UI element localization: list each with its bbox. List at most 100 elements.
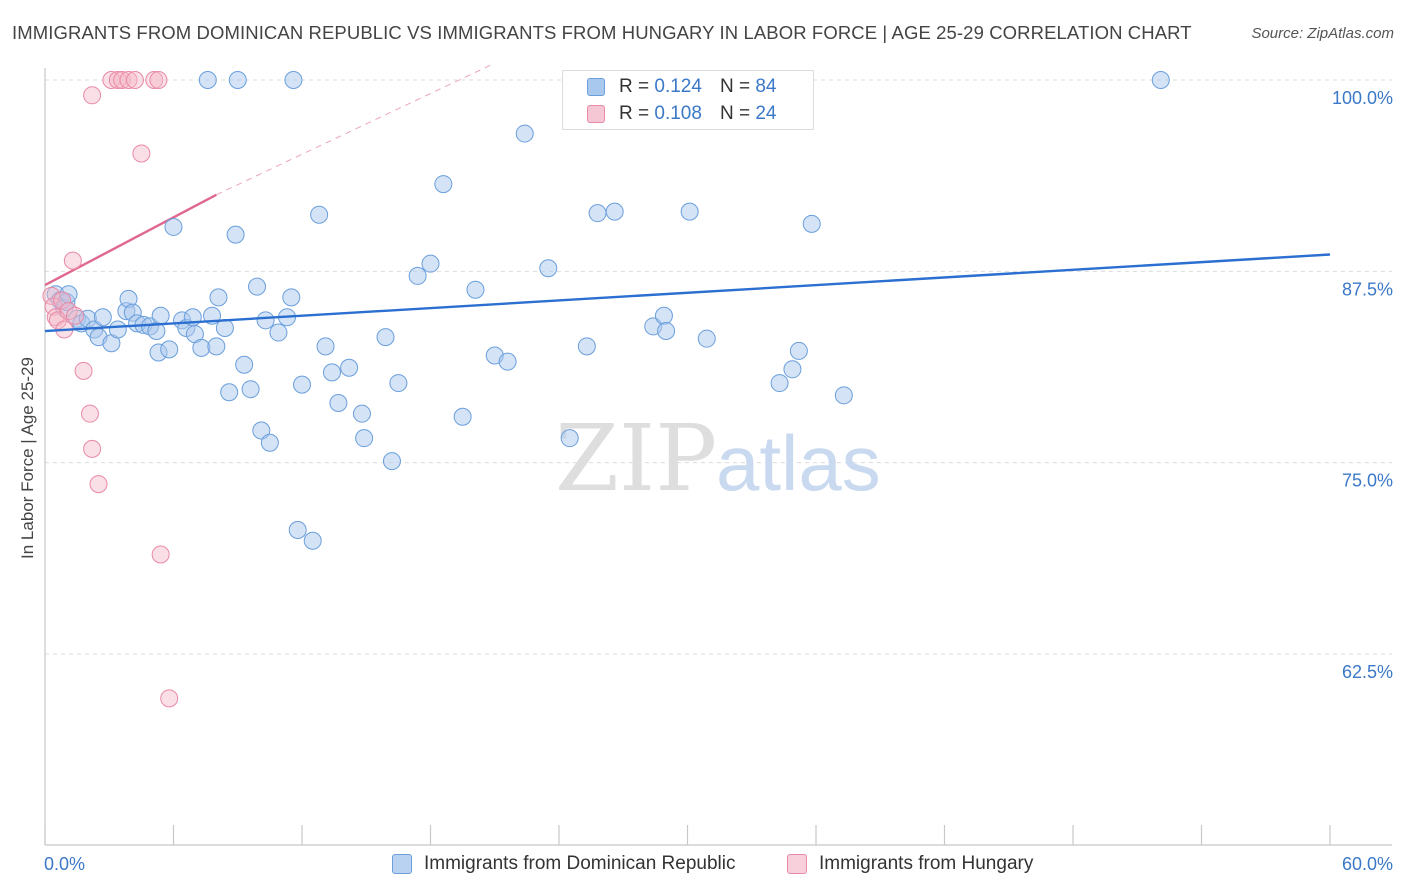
dominican-trend: [44, 253, 1331, 333]
r-value: 0.124: [654, 76, 702, 97]
y-tick-label: 87.5%: [1342, 279, 1393, 299]
x-tick-label: 60.0%: [1342, 854, 1393, 874]
dominican-point: [382, 452, 401, 471]
source-label: Source: ZipAtlas.com: [1251, 25, 1394, 42]
dominican-point: [288, 521, 307, 540]
pink-swatch: [587, 105, 605, 123]
dominican-point: [498, 352, 517, 371]
dominican-point: [466, 280, 485, 299]
hungary-point: [63, 251, 82, 270]
hungary-point: [119, 71, 138, 89]
hungary-point: [160, 689, 179, 708]
hungary-point: [83, 86, 102, 105]
dominican-point: [697, 329, 716, 348]
dominican-point: [802, 214, 821, 233]
hungary-point: [125, 71, 144, 89]
hungary-point: [53, 291, 72, 310]
r-label: R =: [619, 76, 650, 97]
dominican-point: [322, 363, 341, 382]
legend-label-hungary: Immigrants from Hungary: [819, 853, 1034, 874]
dominican-point: [269, 323, 288, 342]
hungary-point: [83, 439, 102, 458]
dominican-point: [605, 202, 624, 221]
watermark: ZIP atlas: [555, 405, 881, 512]
dominican-point: [680, 202, 699, 221]
dominican-point: [340, 358, 359, 377]
dominican-point: [789, 341, 808, 360]
dominican-point: [654, 306, 673, 325]
dominican-point: [539, 259, 558, 278]
dominican-point: [226, 225, 245, 244]
dominican-point: [376, 328, 395, 347]
dominican-point: [657, 322, 676, 341]
dominican-point: [352, 404, 371, 423]
dominican-point: [284, 71, 303, 89]
pink-swatch: [787, 854, 807, 874]
dominican-point: [434, 175, 453, 194]
dominican-point: [209, 288, 228, 307]
dominican-point: [515, 124, 534, 143]
dominican-point: [160, 340, 179, 359]
dominican-point: [151, 306, 170, 325]
hungary-trend-line: [44, 62, 495, 287]
dominican-point: [108, 320, 127, 339]
hungary-point: [145, 71, 164, 89]
legend-row-hungary: R = 0.108 N = 24: [587, 101, 776, 127]
n-value: 24: [755, 103, 777, 124]
dominican-point: [293, 375, 311, 394]
hungary-point: [113, 71, 132, 89]
dominican-point: [783, 360, 802, 379]
dominican-trend-line: [44, 253, 1331, 333]
dominican-point: [164, 217, 183, 236]
legend-item-hungary: Immigrants from Hungary: [787, 852, 1033, 876]
hungary-point: [89, 475, 108, 494]
axes: [44, 68, 1392, 846]
n-value: 84: [755, 76, 777, 97]
dominican-point: [329, 393, 348, 412]
dominican-point: [316, 337, 335, 356]
hungary-points: [42, 71, 179, 708]
dominican-point: [303, 531, 322, 550]
dominican-point: [560, 429, 579, 448]
r-label: R =: [619, 103, 650, 124]
watermark-atlas: atlas: [716, 419, 881, 507]
legend-label-dominican: Immigrants from Dominican Republic: [424, 853, 736, 874]
y-tick-label: 62.5%: [1342, 662, 1393, 682]
dominican-point: [93, 308, 112, 327]
x-tick-label: 0.0%: [44, 854, 85, 874]
correlation-legend: R = 0.124 N = 84 R = 0.108 N = 24: [562, 70, 814, 130]
watermark-zip: ZIP: [555, 405, 717, 512]
dominican-point: [453, 407, 472, 426]
dominican-point: [389, 374, 408, 393]
dominican-point: [282, 288, 301, 307]
hungary-point: [132, 144, 151, 163]
y-tick-label: 75.0%: [1342, 471, 1393, 491]
hungary-point: [151, 545, 170, 564]
dominican-point: [241, 380, 260, 399]
dominican-point: [770, 374, 789, 393]
dominican-point: [310, 205, 329, 224]
dominican-point: [260, 433, 279, 452]
hungary-trend: [44, 193, 217, 287]
n-label: N =: [719, 103, 751, 124]
hungary-point: [80, 404, 99, 423]
hungary-trend-extension: [216, 62, 495, 196]
dominican-point: [192, 338, 211, 357]
legend-row-dominican: R = 0.124 N = 84: [587, 74, 776, 100]
dominican-point: [235, 355, 254, 374]
dominican-point: [252, 421, 271, 440]
y-tick-label: 100.0%: [1332, 88, 1393, 108]
dominican-point: [834, 386, 853, 405]
dominican-point: [577, 337, 596, 356]
dominican-point: [228, 71, 247, 89]
dominican-point: [1151, 71, 1170, 89]
blue-swatch: [392, 854, 412, 874]
hungary-point: [42, 286, 61, 305]
hungary-point: [59, 302, 78, 321]
r-value: 0.108: [654, 103, 702, 124]
dominican-point: [355, 429, 374, 448]
legend-item-dominican: Immigrants from Dominican Republic: [392, 852, 736, 876]
dominican-point: [248, 277, 267, 296]
dominican-point: [207, 337, 226, 356]
